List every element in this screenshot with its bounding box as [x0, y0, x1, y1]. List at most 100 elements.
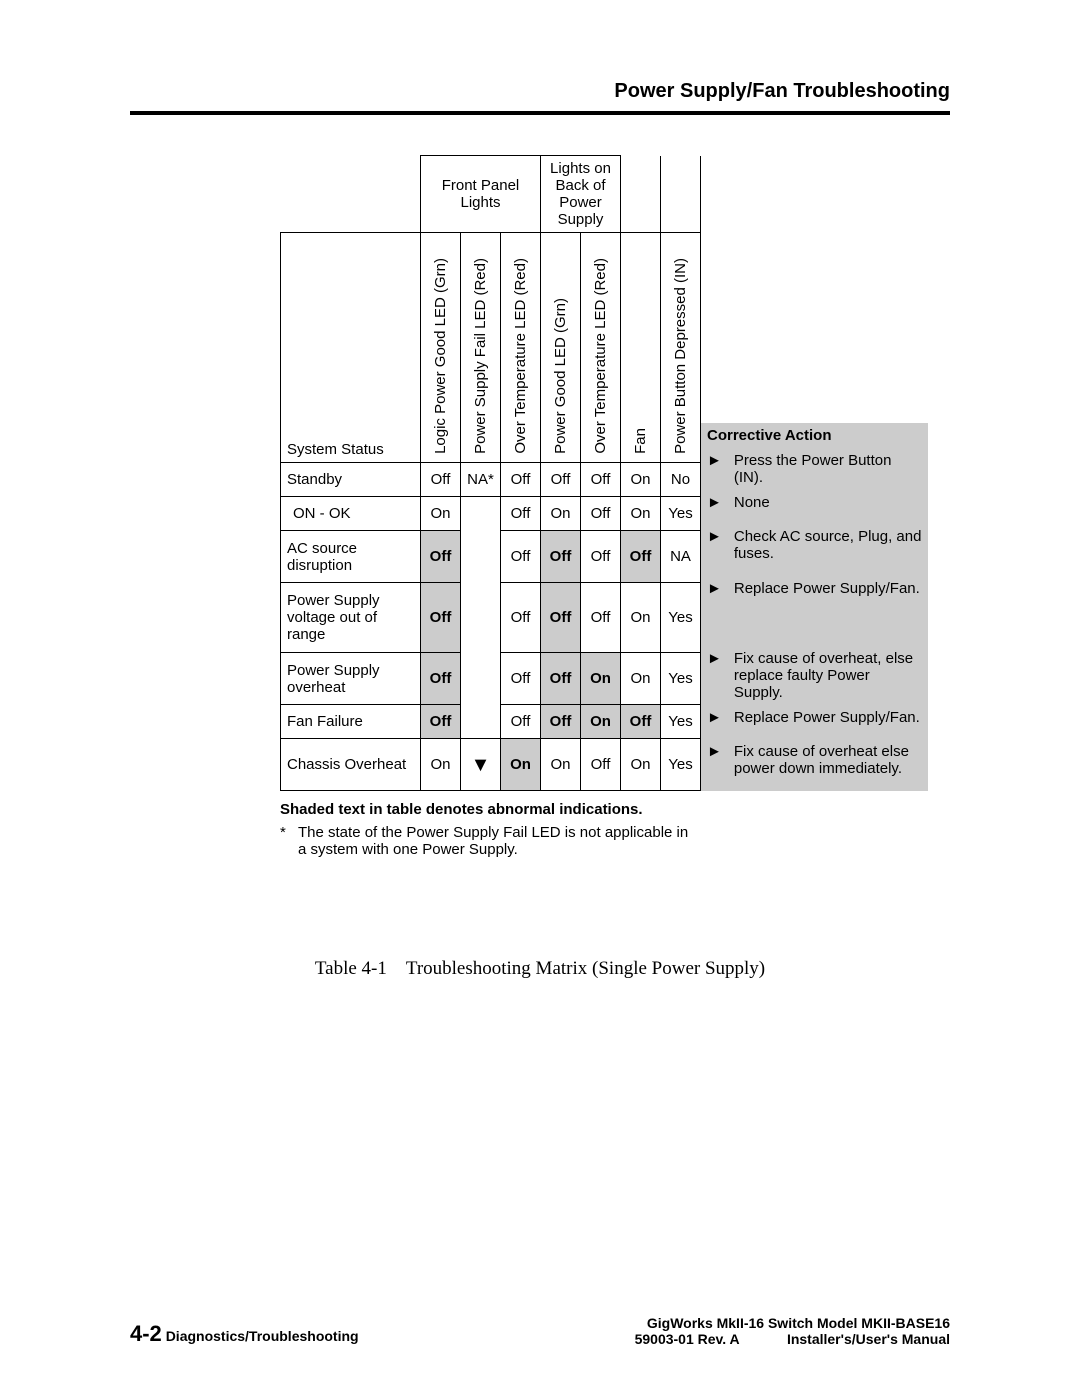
corrective-row: ►Fix cause of overheat, else replace fau… [701, 646, 928, 705]
data-cell [461, 653, 501, 705]
data-cell: Off [501, 653, 541, 705]
corrective-row: ►Replace Power Supply/Fan. [701, 576, 928, 646]
corrective-row: ►None [701, 490, 928, 524]
footer-right-line2a: 59003-01 Rev. A [635, 1331, 740, 1347]
data-cell: On [501, 739, 541, 791]
col-c6: Fan [632, 428, 649, 454]
group-back-supply: Lights on Back of Power Supply [541, 156, 621, 233]
data-cell: Off [421, 653, 461, 705]
data-cell: Off [581, 739, 621, 791]
page-header-title: Power Supply/Fan Troubleshooting [130, 80, 950, 103]
corrective-row: ►Fix cause of overheat else power down i… [701, 739, 928, 791]
table-caption: Table 4-1 Troubleshooting Matrix (Single… [130, 958, 950, 980]
arrow-down-icon: ▼ [471, 754, 491, 776]
data-cell [461, 531, 501, 583]
data-cell: On [621, 463, 661, 497]
data-cell: On [581, 705, 621, 739]
corrective-row: ►Press the Power Button (IN). [701, 448, 928, 490]
footer-left: 4-2 Diagnostics/Troubleshooting [130, 1321, 359, 1347]
status-cell: AC source disruption [281, 531, 421, 583]
data-cell: Off [581, 583, 621, 653]
col-c2: Power Supply Fail LED (Red) [472, 258, 489, 454]
data-cell: ▼ [461, 739, 501, 791]
footer-right-line1: GigWorks MkII-16 Switch Model MKII-BASE1… [635, 1315, 950, 1331]
data-cell: On [541, 739, 581, 791]
data-cell: Off [421, 705, 461, 739]
data-cell: On [541, 497, 581, 531]
table-row: ON - OKOnOffOnOffOnYes [281, 497, 701, 531]
data-cell: Off [421, 463, 461, 497]
data-cell: Off [541, 705, 581, 739]
corrective-action-cell: Replace Power Supply/Fan. [728, 705, 928, 739]
troubleshooting-matrix: Front Panel Lights Lights on Back of Pow… [280, 155, 701, 791]
table-row: StandbyOffNA*OffOffOffOnNo [281, 463, 701, 497]
table-row: Power Supply voltage out of rangeOffOffO… [281, 583, 701, 653]
footer-page-number: 4-2 [130, 1321, 162, 1346]
footnote-bold: Shaded text in table denotes abnormal in… [280, 801, 950, 818]
data-cell: Off [541, 531, 581, 583]
data-cell: On [621, 497, 661, 531]
footnote-star: * [280, 824, 298, 858]
table-row: Chassis OverheatOn▼OnOnOffOnYes [281, 739, 701, 791]
corrective-header: Corrective Action [701, 423, 928, 448]
corrective-action-table: Corrective Action ►Press the Power Butto… [701, 423, 928, 791]
arrow-right-icon: ► [701, 576, 728, 646]
column-header-row: System Status Logic Power Good LED (Grn)… [281, 233, 701, 463]
data-cell: Off [421, 583, 461, 653]
data-cell: On [621, 653, 661, 705]
data-cell: On [621, 583, 661, 653]
corrective-action-cell: Fix cause of overheat else power down im… [728, 739, 928, 791]
data-cell: Off [541, 463, 581, 497]
data-cell: Yes [661, 739, 701, 791]
data-cell: On [421, 497, 461, 531]
corrective-action-cell: Check AC source, Plug, and fuses. [728, 524, 928, 576]
page-footer: 4-2 Diagnostics/Troubleshooting GigWorks… [130, 1315, 950, 1347]
data-cell: Off [421, 531, 461, 583]
troubleshooting-layout: Front Panel Lights Lights on Back of Pow… [280, 155, 928, 791]
col-c3: Over Temperature LED (Red) [512, 258, 529, 454]
corrective-action-cell: Replace Power Supply/Fan. [728, 576, 928, 646]
data-cell: NA [661, 531, 701, 583]
data-cell: Off [621, 705, 661, 739]
footer-section: Diagnostics/Troubleshooting [166, 1328, 359, 1344]
col-c4: Power Good LED (Grn) [552, 298, 569, 454]
data-cell: Off [621, 531, 661, 583]
header-rule [130, 111, 950, 115]
data-cell: NA* [461, 463, 501, 497]
table-row: Power Supply overheatOffOffOffOnOnYes [281, 653, 701, 705]
data-cell: Off [581, 463, 621, 497]
col-status-header: System Status [281, 233, 421, 463]
data-cell: On [421, 739, 461, 791]
data-cell: Off [501, 463, 541, 497]
status-cell: Fan Failure [281, 705, 421, 739]
data-cell: Off [501, 705, 541, 739]
footnotes: Shaded text in table denotes abnormal in… [280, 801, 950, 858]
table-row: AC source disruptionOffOffOffOffOffNA [281, 531, 701, 583]
data-cell [461, 497, 501, 531]
data-cell [461, 583, 501, 653]
corrective-row: ►Replace Power Supply/Fan. [701, 705, 928, 739]
layout-row: Front Panel Lights Lights on Back of Pow… [280, 155, 928, 791]
status-cell: Standby [281, 463, 421, 497]
arrow-right-icon: ► [701, 524, 728, 576]
document-page: Power Supply/Fan Troubleshooting Front P… [0, 0, 1080, 1397]
footer-right-line2b: Installer's/User's Manual [787, 1331, 950, 1347]
corrective-action-cell: Fix cause of overheat, else replace faul… [728, 646, 928, 705]
data-cell [461, 705, 501, 739]
corrective-action-cell: None [728, 490, 928, 524]
col-c1: Logic Power Good LED (Grn) [432, 258, 449, 454]
data-cell: Yes [661, 653, 701, 705]
data-cell: On [621, 739, 661, 791]
group-front-panel: Front Panel Lights [421, 156, 541, 233]
data-cell: Off [501, 531, 541, 583]
data-cell: Off [581, 531, 621, 583]
footer-right: GigWorks MkII-16 Switch Model MKII-BASE1… [635, 1315, 950, 1347]
arrow-right-icon: ► [701, 490, 728, 524]
corrective-action-cell: Press the Power Button (IN). [728, 448, 928, 490]
data-cell: Yes [661, 705, 701, 739]
data-cell: Off [541, 653, 581, 705]
data-cell: Yes [661, 583, 701, 653]
group-header-row: Front Panel Lights Lights on Back of Pow… [281, 156, 701, 233]
table-row: Fan FailureOffOffOffOnOffYes [281, 705, 701, 739]
footnote-star-text: The state of the Power Supply Fail LED i… [298, 824, 698, 858]
